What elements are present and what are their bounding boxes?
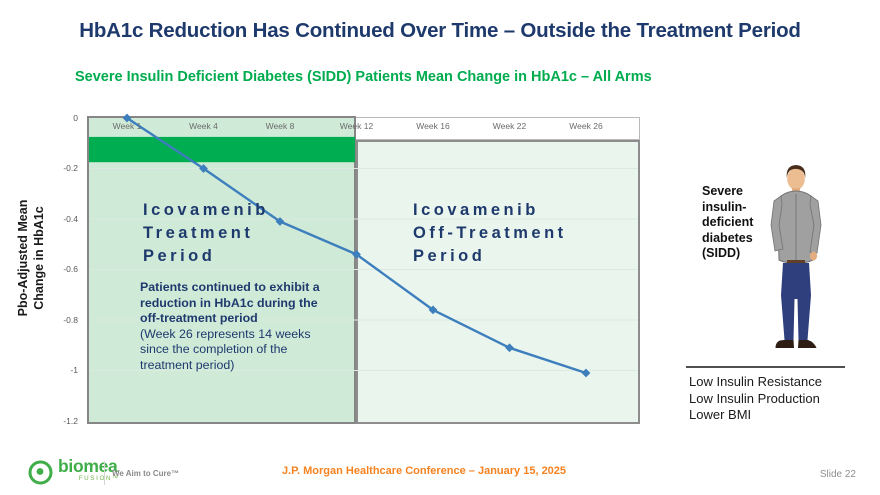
list-item: Change in HbA1c	[32, 206, 46, 310]
patient-illustration	[770, 165, 822, 348]
chart-annotation: Patients continued to exhibit a reductio…	[140, 280, 338, 374]
off-treatment-period-label: Icovamenib Off-Treatment Period	[413, 199, 567, 268]
chart-subtitle: Severe Insulin Deficient Diabetes (SIDD)…	[75, 69, 652, 85]
list-item: Treatment	[143, 224, 254, 242]
patient-characteristics-list: Low Insulin Resistance Low Insulin Produc…	[689, 374, 822, 424]
logo-subname: FUSION™	[78, 475, 120, 482]
x-tick-label: Week 12	[339, 121, 374, 131]
y-axis-label: Pbo-Adjusted Mean Change in HbA1c	[15, 182, 49, 334]
company-tagline: We Aim to Cure™	[112, 469, 180, 478]
conference-caption: J.P. Morgan Healthcare Conference – Janu…	[281, 465, 567, 477]
list-item: Icovamenib	[143, 201, 269, 219]
list-item: Low Insulin Production	[689, 390, 820, 406]
annotation-note-text: (Week 26 represents 14 weeks since the c…	[140, 326, 311, 372]
x-tick-label: Week 16	[416, 121, 450, 131]
x-tick-label: Week 26	[569, 121, 603, 131]
x-tick-label: Week 1	[112, 121, 142, 131]
footer-divider	[104, 461, 105, 485]
biomea-logo-icon	[28, 460, 53, 485]
y-tick-label: -0.4	[63, 213, 78, 224]
slide-title: HbA1c Reduction Has Continued Over Time …	[79, 19, 801, 42]
list-item: Pbo-Adjusted Mean	[16, 199, 30, 317]
list-item: Lower BMI	[689, 407, 752, 422]
x-tick-label: Week 22	[492, 121, 527, 131]
y-tick-label: -0.8	[63, 314, 78, 325]
treatment-period-label: Icovamenib Treatment Period	[143, 199, 269, 268]
list-item: Period	[413, 247, 486, 265]
annotation-bold-text: Patients continued to exhibit a reductio…	[140, 280, 320, 326]
biomea-logo-text: biomea FUSION™	[58, 456, 120, 482]
treatment-region	[87, 116, 356, 424]
x-tick-label: Week 8	[265, 121, 295, 131]
list-item: Icovamenib	[413, 201, 539, 219]
y-tick-label: -1.2	[63, 415, 78, 426]
y-tick-label: -0.6	[63, 264, 78, 274]
off-treatment-region	[356, 140, 640, 424]
panel-divider-line	[686, 366, 845, 368]
y-tick-label: 0	[73, 112, 78, 123]
list-item: Low Insulin Resistance	[689, 374, 822, 389]
logo-name: biomea	[58, 456, 118, 476]
patient-type-label: Severe insulin-deficient diabetes (SIDD)	[702, 184, 754, 260]
list-item: Period	[143, 247, 216, 265]
list-item: Off-Treatment	[413, 224, 567, 242]
y-tick-label: -1	[70, 365, 78, 375]
slide-number: Slide 22	[819, 469, 856, 480]
x-tick-label: Week 4	[189, 121, 218, 131]
y-tick-label: -0.2	[63, 163, 78, 173]
